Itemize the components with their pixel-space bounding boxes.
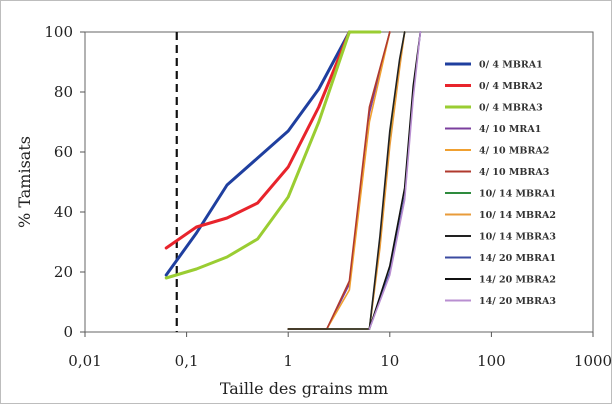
legend-label: 14/ 20 MBRA3 <box>479 296 556 307</box>
x-tick-label: 1000 <box>574 352 612 370</box>
legend-box <box>437 50 587 314</box>
series-line <box>164 30 351 277</box>
x-axis-title: Taille des grains mm <box>220 379 388 398</box>
y-axis-title: % Tamisats <box>15 136 34 228</box>
x-tick-label: 0,1 <box>175 352 199 370</box>
legend-label: 10/ 14 MBRA1 <box>479 189 556 200</box>
x-tick-label: 0,01 <box>68 352 101 370</box>
series-line <box>164 30 351 250</box>
x-tick-label: 10 <box>380 352 399 370</box>
legend-label: 10/ 14 MBRA2 <box>479 210 556 221</box>
y-tick-label: 0 <box>63 323 73 341</box>
legend-label: 0/ 4 MBRA2 <box>479 81 543 92</box>
y-tick-label: 20 <box>54 263 73 281</box>
legend-label: 4/ 10 MBRA3 <box>479 167 549 178</box>
legend-label: 14/ 20 MBRA1 <box>479 253 556 264</box>
y-tick-label: 60 <box>54 143 73 161</box>
y-tick-label: 40 <box>54 203 73 221</box>
y-tick-label: 100 <box>44 23 73 41</box>
legend-label: 10/ 14 MBRA3 <box>479 232 556 243</box>
legend-label: 14/ 20 MBRA2 <box>479 275 556 286</box>
series-line <box>368 31 422 330</box>
series-line <box>368 31 422 330</box>
x-tick-label: 1 <box>283 352 293 370</box>
series-line <box>164 30 382 280</box>
legend-label: 4/ 10 MRA1 <box>479 124 541 135</box>
legend-label: 4/ 10 MBRA2 <box>479 146 549 157</box>
y-tick-label: 80 <box>54 83 73 101</box>
legend-label: 0/ 4 MBRA1 <box>479 60 543 71</box>
x-tick-label: 100 <box>477 352 506 370</box>
legend-label: 0/ 4 MBRA3 <box>479 103 543 114</box>
series-line <box>287 31 406 330</box>
